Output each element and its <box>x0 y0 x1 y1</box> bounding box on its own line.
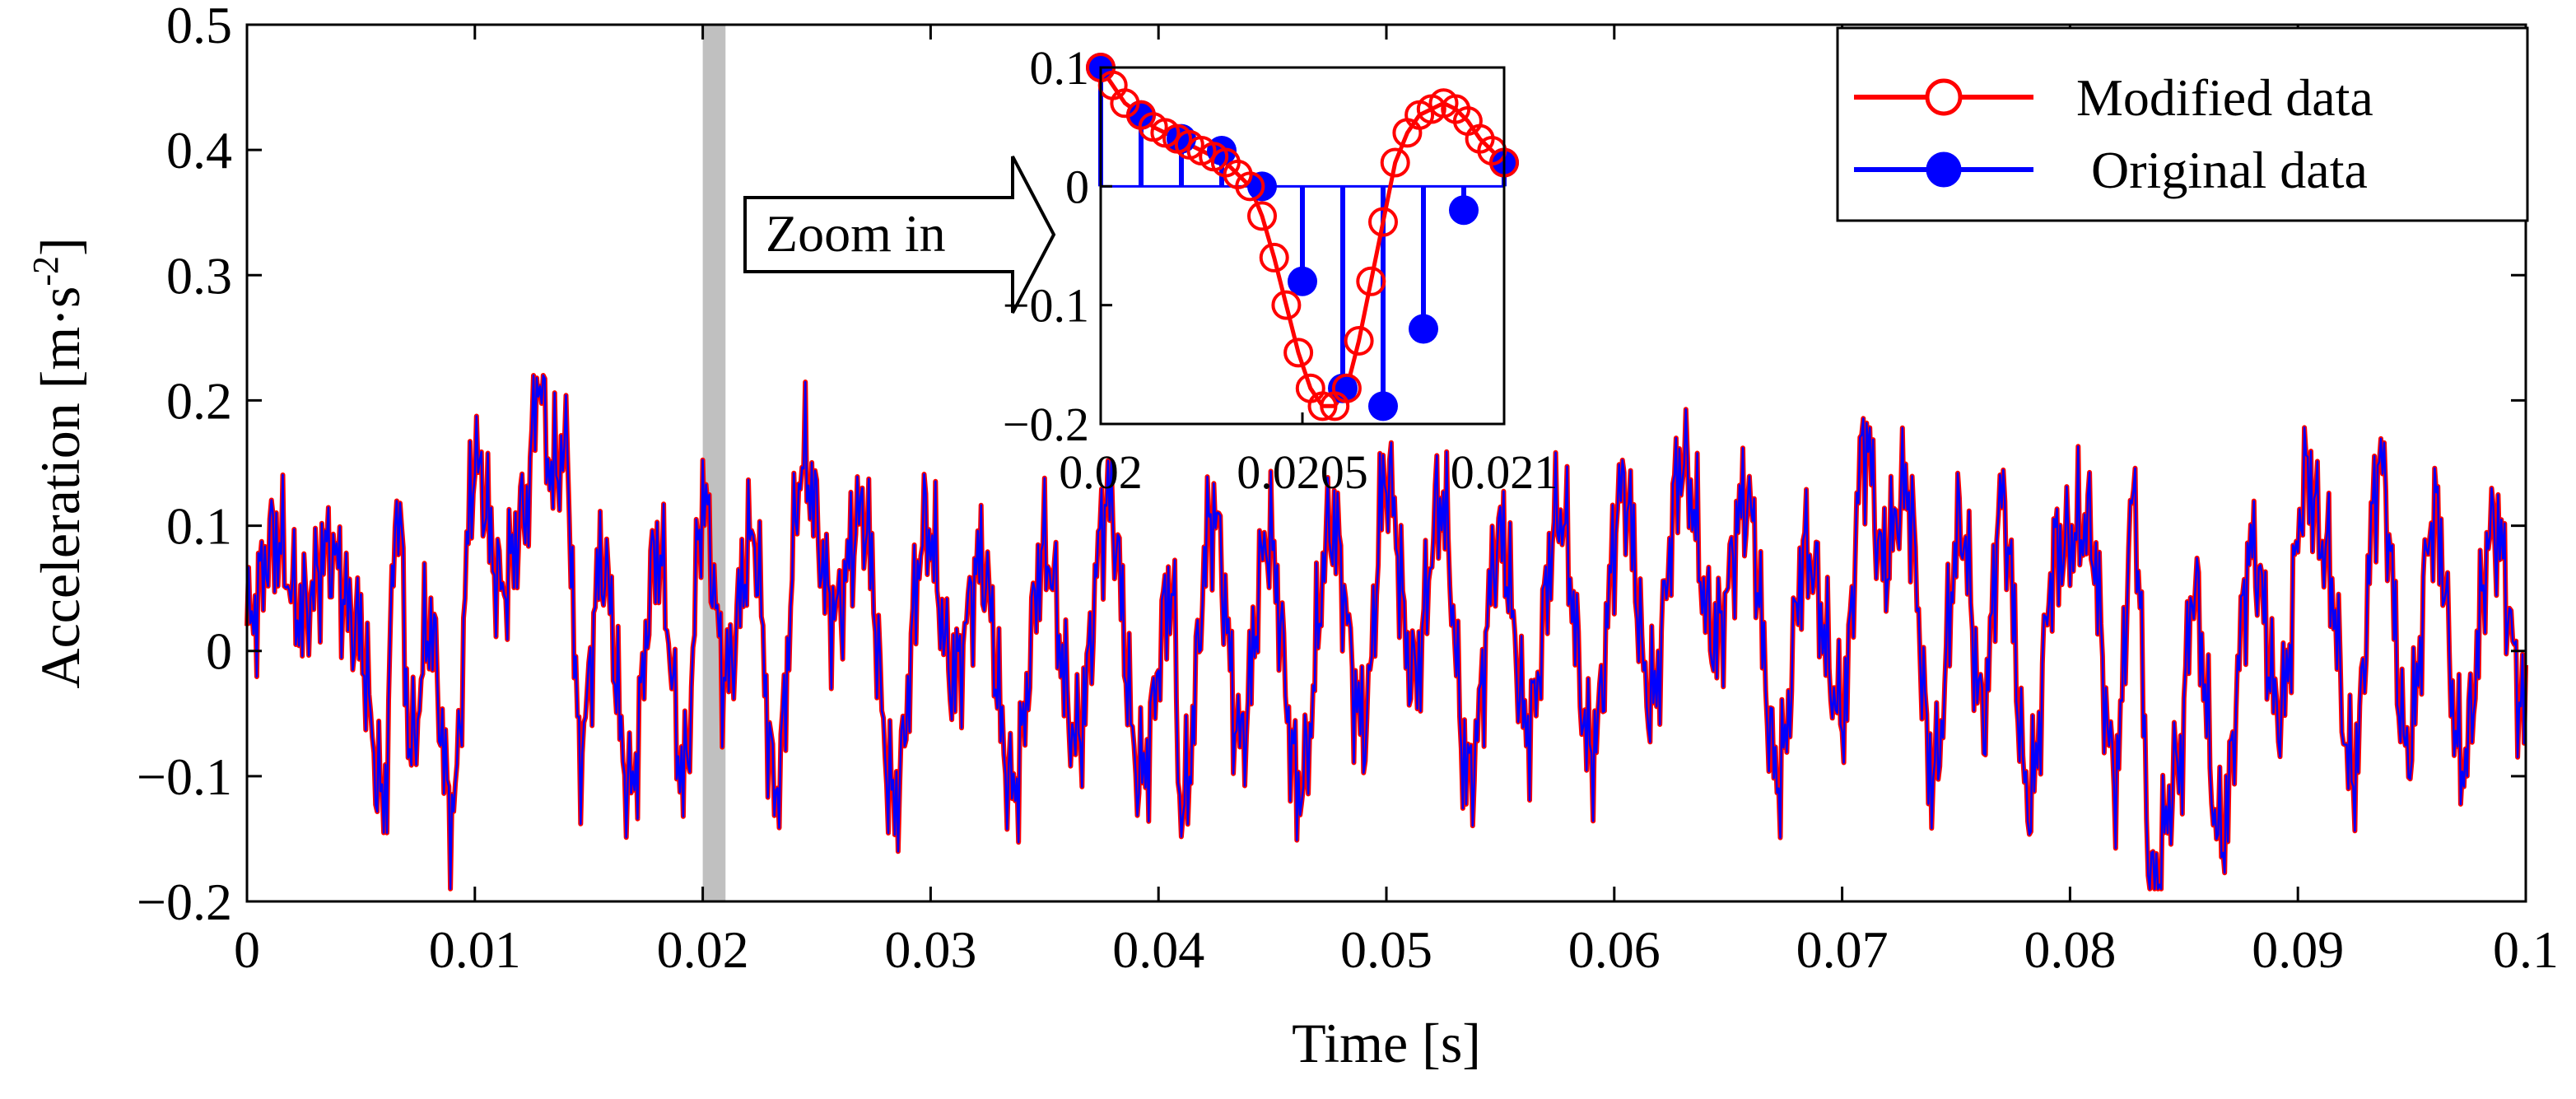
x-tick-label: 0.02 <box>657 920 749 979</box>
legend-modified-marker <box>1925 78 1963 116</box>
inset-original-point <box>1409 314 1438 344</box>
inset-original-point <box>1449 195 1479 226</box>
inset-modified-point <box>1380 147 1410 178</box>
zoom-in-label: Zoom in <box>766 204 946 263</box>
inset-modified-point <box>1247 201 1277 231</box>
y-tick-label: 0.4 <box>166 121 232 179</box>
inset-x-tick-label: 0.0205 <box>1237 445 1368 499</box>
inset-modified-point <box>1307 391 1338 421</box>
original-data-line <box>245 374 2527 891</box>
y-axis-label: Acceleration [m·s-2] <box>26 237 91 688</box>
inset-x-tick-label: 0.021 <box>1451 445 1558 499</box>
inset-modified-point <box>1235 171 1265 202</box>
legend-original-marker <box>1926 151 1962 188</box>
inset-modified-point <box>1283 338 1314 368</box>
zoom-arrow-shape <box>743 156 1056 314</box>
zoom-in-annotation: Zoom in <box>743 156 1056 314</box>
legend-modified-label: Modified data <box>2076 68 2373 127</box>
inset-x-axis-ticks: 0.02 0.0205 0.021 <box>1059 412 1558 499</box>
x-tick-label: 0.05 <box>1340 920 1432 979</box>
legend: Modified data Original data <box>1836 26 2529 222</box>
inset-y-tick-label: 0.1 <box>1030 41 1090 95</box>
y-tick-label: 0.3 <box>166 246 232 305</box>
x-tick-label: 0.07 <box>1796 920 1889 979</box>
zoom-highlight-band <box>702 25 726 901</box>
y-axis-label-main: Acceleration [m·s <box>29 286 91 689</box>
x-tick-label: 0.04 <box>1112 920 1204 979</box>
inset-y-axis-ticks: 0.1 0 −0.1 −0.2 <box>1003 41 1112 451</box>
inset-x-tick-label: 0.02 <box>1059 445 1143 499</box>
inset-series-group <box>1086 53 1519 421</box>
y-tick-label: −0.1 <box>137 747 232 806</box>
x-tick-label: 0.09 <box>2252 920 2344 979</box>
x-tick-label: 0.1 <box>2493 920 2559 979</box>
y-axis-label-close: ] <box>29 237 91 256</box>
y-tick-label: −0.2 <box>137 873 232 931</box>
inset-y-tick-label: −0.1 <box>1003 279 1089 333</box>
main-plot: 0 0.01 0.02 0.03 0.04 0.05 0.06 0.07 0.08 0.09 0.1… <box>137 0 2559 979</box>
main-series-group <box>245 373 2528 892</box>
x-axis-label: Time [s] <box>1292 1012 1481 1074</box>
y-tick-label: 0.2 <box>166 371 232 430</box>
y-axis-ticks: −0.2 −0.1 0 0.1 0.2 0.3 0.4 0.5 <box>137 0 2526 931</box>
y-tick-label: 0 <box>206 622 232 681</box>
inset-modified-point <box>1271 290 1302 320</box>
legend-box <box>1836 26 2529 222</box>
x-tick-label: 0.08 <box>2024 920 2116 979</box>
x-tick-label: 0.06 <box>1568 920 1661 979</box>
y-axis-label-superscript: -2 <box>26 256 66 286</box>
inset-original-point <box>1126 100 1156 130</box>
inset-plot: 0.02 0.0205 0.021 0.1 0 −0.1 −0.2 <box>1003 41 1558 499</box>
inset-original-point <box>1288 266 1317 296</box>
legend-original-label: Original data <box>2091 141 2368 199</box>
x-tick-label: 0.03 <box>884 920 976 979</box>
x-axis-ticks: 0 0.01 0.02 0.03 0.04 0.05 0.06 0.07 0.08 0.09 0.1 <box>234 25 2559 979</box>
x-tick-label: 0 <box>234 920 260 979</box>
inset-modified-point <box>1331 373 1362 403</box>
inset-modified-point <box>1344 325 1374 356</box>
y-tick-label: 0.1 <box>166 497 232 556</box>
inset-modified-point <box>1368 207 1398 237</box>
inset-modified-point <box>1259 242 1289 272</box>
inset-y-tick-label: −0.2 <box>1003 398 1089 451</box>
y-tick-label: 0.5 <box>166 0 232 54</box>
inset-y-tick-label: 0 <box>1065 160 1089 213</box>
inset-modified-point <box>1356 266 1386 296</box>
x-tick-label: 0.01 <box>429 920 521 979</box>
inset-original-point <box>1368 391 1398 421</box>
